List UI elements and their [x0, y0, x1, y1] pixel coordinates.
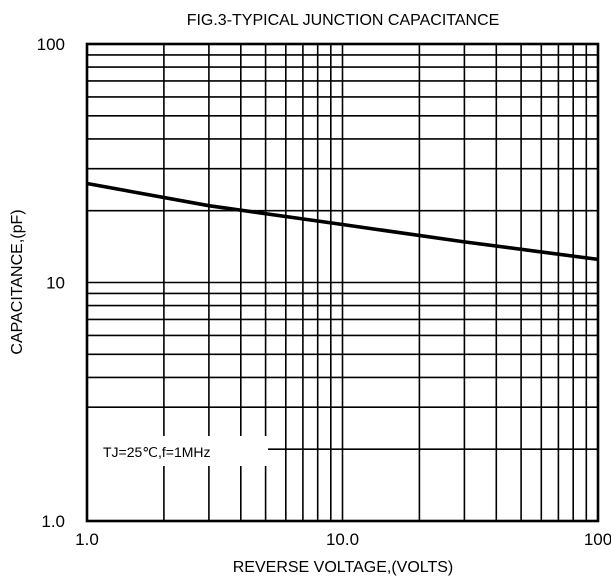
x-axis-label: REVERSE VOLTAGE,(VOLTS)	[233, 559, 454, 576]
x-tick-labels: 1.0 10.0 100	[75, 530, 611, 549]
chart-title: FIG.3-TYPICAL JUNCTION CAPACITANCE	[187, 12, 500, 29]
x-tick-label: 1.0	[75, 530, 99, 549]
y-tick-label: 100	[37, 35, 65, 54]
x-tick-label: 10.0	[326, 530, 359, 549]
data-series	[86, 181, 599, 262]
capacitance-curve	[86, 181, 599, 262]
y-tick-labels: 1.0 10 100	[37, 35, 65, 531]
conditions-annotation: TJ=25℃,f=1MHz	[103, 444, 211, 460]
x-tick-label: 100	[584, 530, 611, 549]
annotation-background	[88, 436, 268, 466]
y-tick-label: 1.0	[41, 512, 65, 531]
plot-frame	[85, 42, 600, 523]
y-grid	[87, 54, 598, 451]
y-tick-label: 10	[46, 274, 65, 293]
y-axis-label: CAPACITANCE,(pF)	[9, 209, 26, 354]
